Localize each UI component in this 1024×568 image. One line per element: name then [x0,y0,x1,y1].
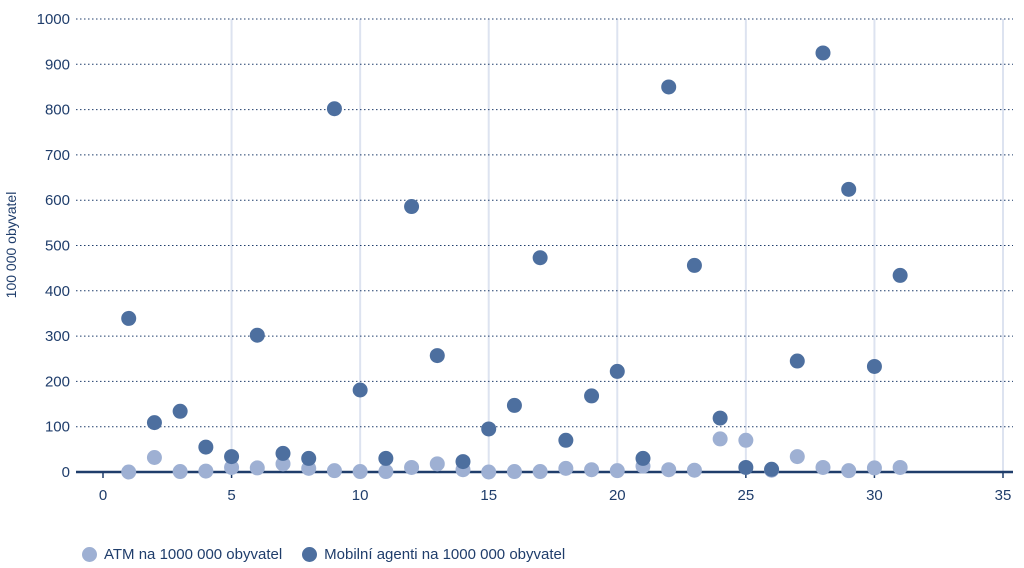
x-tick-label: 20 [609,487,626,504]
mobile-agent-point [121,310,137,326]
atm-point [506,464,522,480]
mobile-agent-point [404,199,420,215]
atm-point [404,459,420,475]
mobile-agent-point [172,403,188,419]
mobile-agent-point [841,181,857,197]
mobile-agent-point [352,382,368,398]
x-tick-label: 0 [99,487,107,504]
mobile-agent-point [558,432,574,448]
atm-point [609,463,625,479]
y-tick-label: 700 [45,147,70,164]
data-points [121,45,908,480]
mobile-agent-point [712,410,728,426]
atm-point [789,449,805,465]
mobile-agent-point [686,257,702,273]
legend-marker-mobile-agents [302,547,318,562]
legend-item-atm: ATM na 1000 000 obyvatel [82,546,282,563]
x-axis-ticks: 0 5 10 15 20 25 30 35 [99,472,1012,504]
y-tick-label: 0 [62,464,70,481]
mobile-agent-point [764,461,780,477]
atm-point [661,462,677,478]
y-tick-label: 300 [45,328,70,345]
atm-point [892,459,908,475]
mobile-agent-point [224,449,240,465]
atm-point [815,459,831,475]
legend-label-atm: ATM na 1000 000 obyvatel [104,546,283,563]
mobile-agent-point [892,267,908,283]
mobile-agent-point [249,327,265,343]
y-tick-label: 400 [45,283,70,300]
x-tick-label: 5 [227,487,235,504]
mobile-agent-point [609,363,625,379]
mobile-agent-point [481,421,497,437]
atm-point [198,463,214,479]
legend: ATM na 1000 000 obyvatel Mobilní agenti … [82,546,585,563]
atm-point [249,460,265,476]
atm-point [481,464,497,480]
mobile-agent-point [275,445,291,461]
y-tick-label: 900 [45,56,70,73]
x-tick-label: 15 [480,487,497,504]
atm-point [378,464,394,480]
mobile-agent-point [532,250,548,266]
mobile-agent-point [815,45,831,61]
y-tick-label: 1000 [37,11,70,28]
atm-point [558,460,574,476]
mobile-agent-point [326,101,342,117]
atm-point [224,459,240,475]
mobile-agent-point [455,454,471,470]
atm-point [146,450,162,466]
y-axis-ticks: 0 100 200 300 400 500 600 700 800 900 1000 [37,11,70,481]
atm-point [712,431,728,447]
y-axis-title: 100 000 obyvatel [3,192,19,299]
mobile-agent-point [198,439,214,455]
x-tick-label: 25 [738,487,755,504]
horizontal-gridlines [76,18,1013,428]
mobile-agent-point [789,353,805,369]
y-tick-label: 600 [45,192,70,209]
y-tick-label: 100 [45,419,70,436]
mobile-agent-point [301,450,317,466]
atm-point [532,464,548,480]
atm-point [172,464,188,480]
atm-point [326,463,342,479]
legend-item-mobile-agents: Mobilní agenti na 1000 000 obyvatel [302,546,565,563]
mobile-agent-point [429,348,445,364]
atm-point [275,456,291,472]
atm-point [429,456,445,472]
atm-point [352,464,368,480]
series-mobile-agents [121,45,908,477]
y-tick-label: 800 [45,102,70,119]
mobile-agent-point [866,358,882,374]
atm-point [584,462,600,478]
mobile-agent-point [146,415,162,431]
mobile-agent-point [738,459,754,475]
mobile-agent-point [378,450,394,466]
x-tick-label: 10 [352,487,369,504]
mobile-agent-point [635,450,651,466]
atm-point [866,460,882,476]
atm-point [121,464,137,480]
y-tick-label: 500 [45,238,70,255]
legend-marker-atm [82,547,97,562]
atm-point [686,462,702,478]
y-tick-label: 200 [45,373,70,390]
mobile-agent-point [584,388,600,404]
x-tick-label: 30 [866,487,883,504]
x-tick-label: 35 [995,487,1012,504]
atm-point [841,463,857,479]
mobile-agent-point [661,79,677,95]
legend-label-mobile-agents: Mobilní agenti na 1000 000 obyvatel [324,546,566,563]
mobile-agent-point [506,397,522,413]
atm-point [738,432,754,448]
